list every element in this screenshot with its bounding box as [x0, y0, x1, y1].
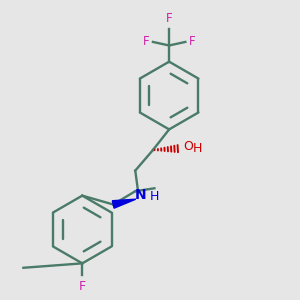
- Text: F: F: [166, 12, 172, 25]
- Text: O: O: [183, 140, 193, 153]
- Polygon shape: [112, 199, 136, 208]
- Text: F: F: [143, 35, 149, 48]
- Text: F: F: [189, 35, 196, 48]
- Text: H: H: [192, 142, 202, 155]
- Text: H: H: [150, 190, 159, 203]
- Text: N: N: [134, 188, 146, 202]
- Text: F: F: [79, 280, 86, 292]
